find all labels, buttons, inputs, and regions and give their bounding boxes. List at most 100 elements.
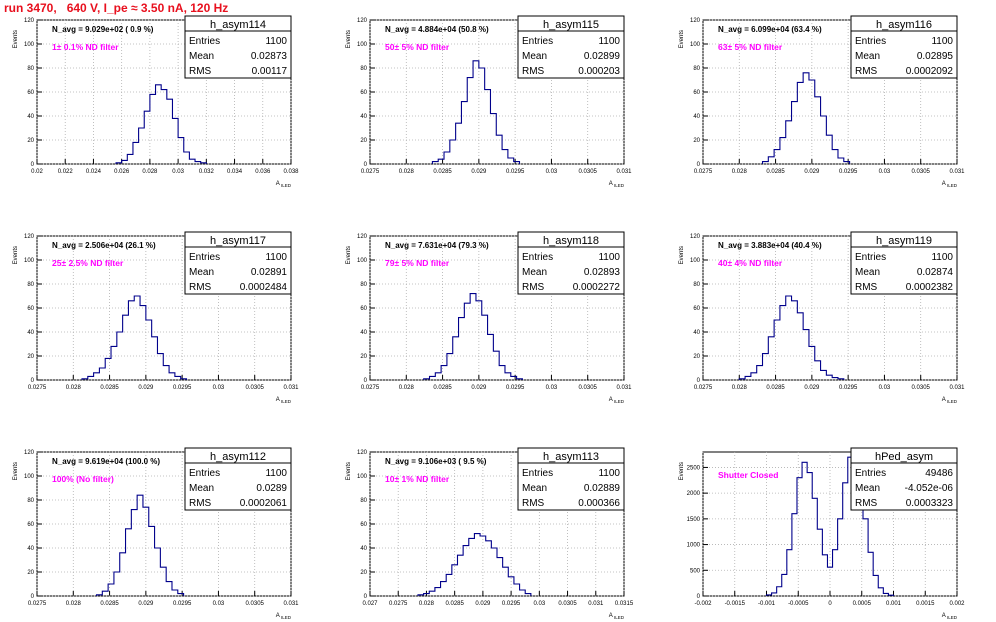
histogram-series (95, 494, 185, 596)
histogram-bin (767, 595, 772, 596)
histogram-bin (792, 301, 798, 380)
filter-annotation: Shutter Closed (718, 470, 778, 480)
stats-box (184, 15, 292, 79)
histogram-bin (457, 555, 463, 596)
histogram-bin (873, 575, 878, 596)
stats-box (184, 447, 292, 511)
navg-annotation: N_avg = 9.619e+04 (100.0 %) (52, 457, 160, 466)
stats-label: RMS (189, 498, 212, 509)
y-tick-label: 100 (357, 42, 368, 48)
histogram-bin (160, 567, 166, 596)
x-axis-label: A ILED (276, 181, 292, 188)
histogram-bin (435, 373, 441, 380)
histogram-bin (447, 354, 453, 380)
histogram-bin (499, 366, 505, 380)
x-tick-label: 0.028 (732, 385, 748, 391)
stats-label: Entries (522, 252, 553, 263)
y-axis-label: Events (13, 462, 19, 480)
x-axis-label: A ILED (276, 397, 292, 404)
histogram-name: h_asym113 (543, 451, 599, 463)
histogram-bin (441, 366, 447, 380)
stats-label: Entries (855, 468, 886, 479)
y-tick-label: 0 (697, 378, 701, 384)
histogram-name: h_asym114 (210, 19, 266, 31)
histogram-panel-hPed_asym: -0.002 -0.0015 -0.001 -0.0005 0 0.0005 0.001 0.… (679, 447, 965, 620)
stats-value: 1100 (598, 252, 620, 263)
histogram-bin (97, 595, 103, 596)
y-tick-label: 2000 (687, 491, 701, 497)
x-tick-label: 0.001 (886, 601, 902, 607)
x-axis-label: A ILED (942, 397, 958, 404)
histogram-bin (467, 78, 473, 164)
histogram-series (115, 84, 207, 164)
histogram-bin (444, 152, 450, 164)
histogram-bin (508, 577, 514, 596)
histogram-bin (812, 498, 817, 596)
filter-annotation: 10± 1% ND filter (385, 474, 450, 484)
histogram-panel-h_asym118: 0.0275 0.028 0.0285 0.029 0.0295 0.03 0.0305 0.… (346, 231, 632, 404)
histogram-bin (491, 548, 497, 596)
histogram-bin (102, 591, 108, 596)
x-tick-label: 0.0295 (506, 385, 525, 391)
stats-value: 0.000203 (578, 66, 620, 77)
histogram-bin (827, 567, 832, 596)
x-tick-label: 0.002 (949, 601, 965, 607)
histogram-series (81, 295, 188, 380)
histogram-bin (517, 379, 523, 380)
histogram-bin (172, 590, 178, 596)
x-axis-label: A ILED (609, 397, 625, 404)
histogram-bin (166, 582, 172, 596)
x-tick-label: 0.028 (66, 385, 82, 391)
x-tick-label: 0.03 (213, 385, 225, 391)
histogram-bin (751, 373, 757, 380)
x-tick-label: 0.0305 (246, 601, 265, 607)
histogram-bin (161, 90, 167, 164)
histogram-bin (133, 142, 139, 164)
y-tick-label: 120 (690, 234, 701, 240)
y-tick-label: 20 (693, 138, 700, 144)
y-tick-label: 100 (24, 474, 35, 480)
histogram-bin (149, 526, 155, 596)
histogram-bin (505, 373, 511, 380)
y-tick-label: 120 (357, 450, 368, 456)
histogram-bin (763, 354, 769, 380)
histogram-bin (429, 591, 435, 596)
y-tick-label: 20 (27, 138, 34, 144)
histogram-bin (480, 536, 486, 596)
histogram-bin (768, 337, 774, 380)
histogram-bin (496, 135, 502, 164)
x-tick-label: 0.0305 (912, 385, 931, 391)
histogram-bin (126, 529, 132, 596)
histogram-bin (493, 351, 499, 380)
histogram-bin (99, 368, 105, 380)
stats-box (850, 15, 958, 79)
histogram-name: h_asym112 (210, 451, 266, 463)
stats-value: 0.02895 (917, 51, 954, 62)
stats-value: 0.0003323 (906, 498, 954, 509)
stats-box (517, 447, 625, 511)
x-tick-label: 0.02 (31, 169, 43, 175)
stats-label: Mean (189, 483, 214, 494)
histogram-bin (815, 361, 821, 380)
stats-value: 0.02899 (584, 51, 621, 62)
x-tick-label: 0.031 (616, 169, 632, 175)
histogram-bin (745, 376, 751, 380)
stats-value: 1100 (265, 252, 287, 263)
stats-value: -4.052e-06 (905, 483, 954, 494)
histogram-bin (488, 334, 494, 380)
x-tick-label: 0.028 (399, 169, 415, 175)
stats-value: 0.0002061 (240, 498, 288, 509)
histogram-bin (469, 538, 475, 596)
histogram-bin (446, 574, 452, 596)
x-tick-label: 0 (828, 601, 832, 607)
x-tick-label: 0.0285 (433, 385, 452, 391)
x-tick-label: 0.0295 (173, 385, 192, 391)
stats-label: Mean (189, 51, 214, 62)
x-tick-label: 0.0285 (433, 169, 452, 175)
x-tick-label: -0.002 (694, 601, 712, 607)
x-tick-label: 0.03 (546, 169, 558, 175)
y-tick-label: 1500 (687, 517, 701, 523)
histogram-bin (476, 301, 482, 380)
y-axis-label: Events (346, 30, 352, 48)
histogram-bin (878, 588, 883, 596)
